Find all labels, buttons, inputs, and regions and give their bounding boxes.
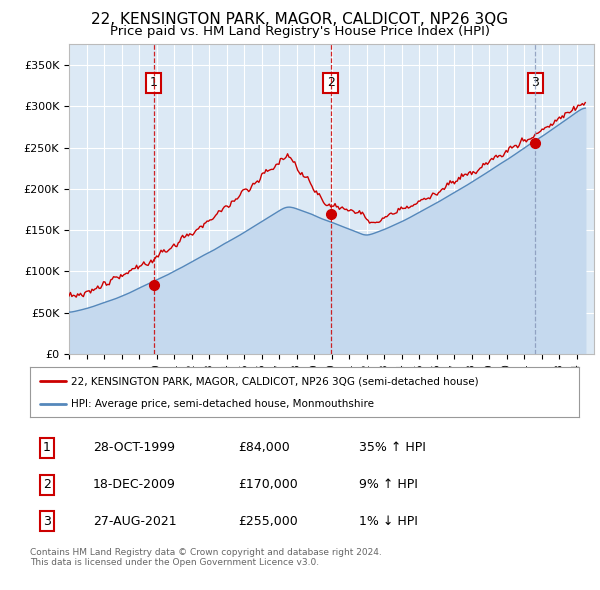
Text: 3: 3 <box>43 515 51 528</box>
Text: 1: 1 <box>149 77 157 90</box>
Text: 22, KENSINGTON PARK, MAGOR, CALDICOT, NP26 3QG (semi-detached house): 22, KENSINGTON PARK, MAGOR, CALDICOT, NP… <box>71 376 479 386</box>
Text: 1% ↓ HPI: 1% ↓ HPI <box>359 515 418 528</box>
Text: £255,000: £255,000 <box>239 515 298 528</box>
Text: 2: 2 <box>43 478 51 491</box>
Text: Price paid vs. HM Land Registry's House Price Index (HPI): Price paid vs. HM Land Registry's House … <box>110 25 490 38</box>
Text: 22, KENSINGTON PARK, MAGOR, CALDICOT, NP26 3QG: 22, KENSINGTON PARK, MAGOR, CALDICOT, NP… <box>91 12 509 27</box>
Text: 18-DEC-2009: 18-DEC-2009 <box>93 478 176 491</box>
Text: £84,000: £84,000 <box>239 441 290 454</box>
Text: Contains HM Land Registry data © Crown copyright and database right 2024.
This d: Contains HM Land Registry data © Crown c… <box>30 548 382 567</box>
Text: 27-AUG-2021: 27-AUG-2021 <box>93 515 177 528</box>
Text: 28-OCT-1999: 28-OCT-1999 <box>93 441 175 454</box>
Text: 3: 3 <box>532 77 539 90</box>
Text: 9% ↑ HPI: 9% ↑ HPI <box>359 478 418 491</box>
Text: 1: 1 <box>43 441 51 454</box>
Text: 35% ↑ HPI: 35% ↑ HPI <box>359 441 426 454</box>
Text: HPI: Average price, semi-detached house, Monmouthshire: HPI: Average price, semi-detached house,… <box>71 399 374 409</box>
Text: £170,000: £170,000 <box>239 478 298 491</box>
Text: 2: 2 <box>327 77 335 90</box>
